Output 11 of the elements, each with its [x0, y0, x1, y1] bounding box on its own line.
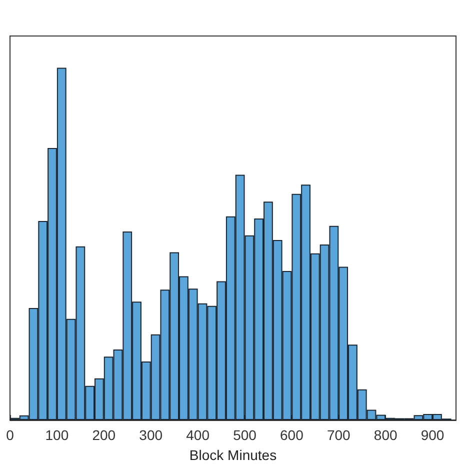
x-tick-label: 400 [186, 427, 210, 443]
x-tick-label: 0 [6, 427, 14, 443]
x-tick-label: 800 [374, 427, 398, 443]
x-tick-label: 600 [280, 427, 304, 443]
x-tick-label: 500 [233, 427, 257, 443]
x-tick-label: 200 [92, 427, 116, 443]
x-tick-label: 300 [139, 427, 163, 443]
x-tick-label: 100 [45, 427, 69, 443]
x-tick-label: 700 [326, 427, 351, 443]
x-tick-label: 900 [420, 427, 444, 443]
x-axis-title: Block Minutes [189, 447, 277, 463]
